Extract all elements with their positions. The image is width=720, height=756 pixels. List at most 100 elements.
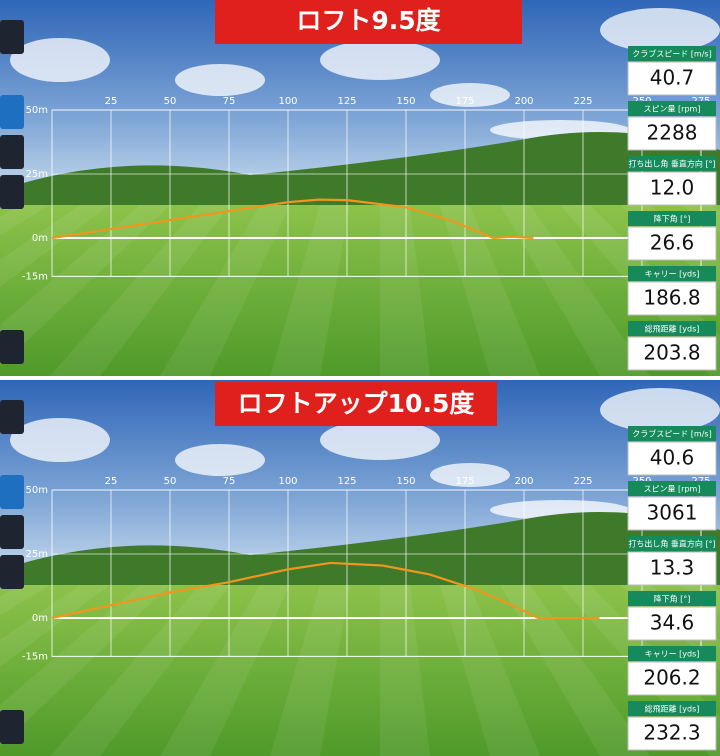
stat-label: 打ち出し角 垂直方向 [°] — [628, 159, 715, 169]
x-tick-label: 50 — [164, 96, 177, 107]
grass-stripe — [380, 205, 430, 376]
grass-stripe — [160, 205, 290, 376]
stat-header — [628, 101, 716, 116]
grass-stripe — [500, 585, 650, 756]
x-tick-label: 100 — [278, 476, 297, 487]
x-tick-label: 200 — [514, 476, 533, 487]
grass-stripe — [50, 585, 230, 756]
x-tick-label: 25 — [105, 476, 118, 487]
stat-label: キャリー [yds] — [645, 270, 700, 279]
cloud — [600, 388, 720, 432]
x-tick-label: 125 — [337, 96, 356, 107]
sidebar-icon[interactable] — [0, 20, 24, 54]
grass-stripe — [0, 205, 170, 367]
stat-header — [628, 426, 716, 441]
title-banner — [215, 0, 522, 44]
stat-label: 総飛距離 [yds] — [645, 704, 700, 714]
stat-header — [628, 591, 716, 606]
stat-label: 降下角 [°] — [654, 214, 691, 224]
grass-stripe — [270, 585, 350, 756]
y-tick-label: 0m — [32, 233, 48, 244]
sidebar-icon[interactable] — [0, 330, 24, 364]
stat-box — [627, 61, 717, 96]
y-tick-label: -15m — [22, 271, 48, 282]
sidebar-icon[interactable] — [0, 175, 24, 209]
stat-header — [628, 46, 716, 61]
sidebar-icon[interactable] — [0, 475, 24, 509]
sidebar-icon[interactable] — [0, 710, 24, 744]
x-tick-label: 75 — [223, 476, 236, 487]
stat-value: 186.8 — [643, 286, 700, 310]
x-tick-label: 150 — [396, 476, 415, 487]
sidebar-icon[interactable] — [0, 515, 24, 549]
stat-header — [628, 266, 716, 281]
simulator-panel: 25507510012515017520022525027550m25m0m-1… — [0, 380, 720, 756]
stat-value: 26.6 — [650, 231, 695, 255]
stat-value: 232.3 — [643, 721, 700, 745]
stat-label: キャリー [yds] — [645, 650, 700, 659]
cloud — [430, 83, 510, 107]
cloud — [175, 444, 265, 476]
stat-box — [627, 716, 717, 751]
stat-box — [627, 336, 717, 371]
x-tick-label: 100 — [278, 96, 297, 107]
x-tick-label: 225 — [573, 96, 592, 107]
cloud — [320, 420, 440, 460]
grass-stripe — [270, 205, 350, 376]
stat-header — [628, 536, 716, 551]
x-tick-label: 75 — [223, 96, 236, 107]
cloud — [320, 40, 440, 80]
stat-value: 203.8 — [643, 341, 700, 365]
stat-value: 40.7 — [650, 66, 695, 90]
stat-header — [628, 211, 716, 226]
x-tick-label: 200 — [514, 96, 533, 107]
stat-box — [627, 661, 717, 696]
grass-stripe — [0, 585, 170, 747]
y-tick-label: 25m — [26, 169, 48, 180]
stat-value: 3061 — [647, 501, 698, 525]
stat-value: 206.2 — [643, 666, 700, 690]
stat-box — [627, 606, 717, 641]
sidebar-icon[interactable] — [0, 555, 24, 589]
stat-box — [627, 551, 717, 586]
grass-stripe — [380, 585, 430, 756]
stat-label: クラブスピード [m/s] — [632, 49, 711, 59]
y-tick-label: 25m — [26, 549, 48, 560]
stat-header — [628, 646, 716, 661]
cloud — [175, 64, 265, 96]
y-tick-label: 0m — [32, 613, 48, 624]
cloud — [430, 463, 510, 487]
x-tick-label: 175 — [455, 476, 474, 487]
y-tick-label: 50m — [26, 485, 48, 496]
stat-box — [627, 496, 717, 531]
y-tick-label: 50m — [26, 105, 48, 116]
grass-stripe — [0, 205, 50, 236]
sidebar-icon[interactable] — [0, 135, 24, 169]
stat-label: 打ち出し角 垂直方向 [°] — [628, 539, 715, 549]
sidebar-icon[interactable] — [0, 95, 24, 129]
sidebar-icon[interactable] — [0, 400, 24, 434]
grass-stripe — [500, 205, 650, 376]
stat-box — [627, 441, 717, 476]
stat-header — [628, 701, 716, 716]
x-tick-label: 175 — [455, 96, 474, 107]
stat-label: スピン量 [rpm] — [644, 485, 701, 494]
grass-stripe — [0, 205, 110, 287]
simulator-panel: 25507510012515017520022525027550m25m0m-1… — [0, 0, 720, 376]
stat-value: 13.3 — [650, 556, 695, 580]
x-tick-label: 225 — [573, 476, 592, 487]
stat-value: 40.6 — [650, 446, 695, 470]
cloud — [600, 8, 720, 52]
x-tick-label: 150 — [396, 96, 415, 107]
stat-box — [627, 116, 717, 151]
stat-label: 総飛距離 [yds] — [645, 324, 700, 334]
title: ロフトアップ10.5度 — [238, 389, 475, 418]
stat-label: スピン量 [rpm] — [644, 105, 701, 114]
stat-header — [628, 481, 716, 496]
fairway — [0, 585, 720, 756]
title-banner — [215, 382, 497, 426]
stat-header — [628, 321, 716, 336]
x-tick-label: 25 — [105, 96, 118, 107]
ball-trajectory — [51, 198, 534, 240]
